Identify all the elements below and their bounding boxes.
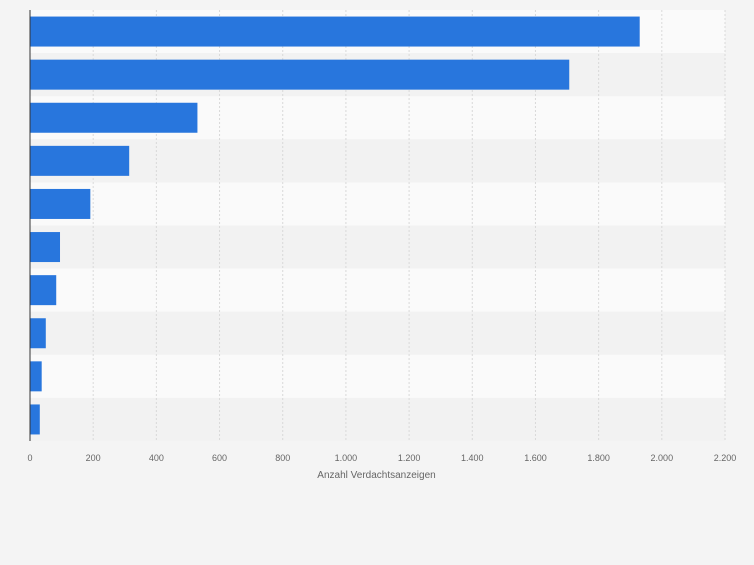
x-tick-label: 1.400 — [461, 453, 484, 463]
bar — [30, 16, 640, 47]
row-band — [30, 182, 725, 226]
x-axis-title: Anzahl Verdachtsanzeigen — [317, 470, 435, 481]
x-tick-label: 600 — [212, 453, 227, 463]
bar — [30, 232, 61, 263]
row-band — [30, 354, 725, 398]
bar — [30, 188, 91, 219]
x-tick-label: 0 — [27, 453, 32, 463]
row-band — [30, 311, 725, 355]
x-tick-label: 1.000 — [335, 453, 358, 463]
row-band — [30, 397, 725, 441]
row-band — [30, 139, 725, 183]
x-tick-label: 1.200 — [398, 453, 421, 463]
row-band — [30, 268, 725, 312]
x-tick-label: 1.800 — [587, 453, 610, 463]
x-tick-label: 1.600 — [524, 453, 547, 463]
x-tick-label: 800 — [275, 453, 290, 463]
bar — [30, 318, 46, 349]
x-tick-label: 200 — [86, 453, 101, 463]
x-tick-label: 2.200 — [714, 453, 737, 463]
bar — [30, 102, 198, 133]
row-band — [30, 225, 725, 269]
x-tick-label: 400 — [149, 453, 164, 463]
bar — [30, 275, 57, 306]
bars — [30, 16, 640, 435]
bar — [30, 59, 570, 90]
bar — [30, 361, 42, 392]
x-tick-label: 2.000 — [651, 453, 674, 463]
x-tick-labels: 0 200 400 600 800 1.000 1.200 1.400 1.600 1.800 2.… — [27, 453, 736, 463]
bar — [30, 145, 130, 176]
row-bands — [30, 10, 725, 441]
bar — [30, 404, 40, 435]
